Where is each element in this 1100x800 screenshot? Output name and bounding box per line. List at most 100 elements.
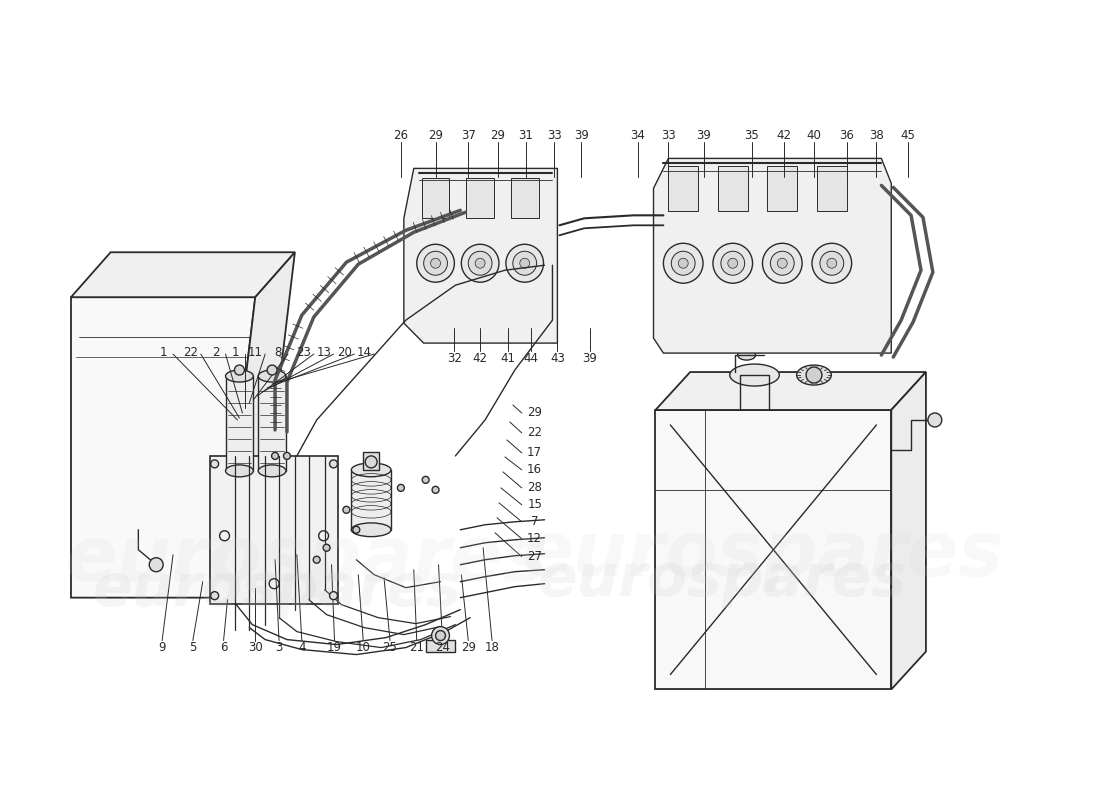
Text: 22: 22 xyxy=(184,346,198,358)
Text: eurospares: eurospares xyxy=(65,522,548,597)
Text: 37: 37 xyxy=(461,129,475,142)
Text: 32: 32 xyxy=(447,351,462,365)
Circle shape xyxy=(211,460,219,468)
Ellipse shape xyxy=(729,364,779,386)
Text: 1: 1 xyxy=(232,346,239,358)
Polygon shape xyxy=(220,252,295,598)
Ellipse shape xyxy=(820,251,844,275)
Ellipse shape xyxy=(663,243,703,283)
Text: 41: 41 xyxy=(500,351,516,365)
Text: 35: 35 xyxy=(745,129,759,142)
Text: 18: 18 xyxy=(485,641,499,654)
Circle shape xyxy=(211,592,219,600)
Text: 34: 34 xyxy=(630,129,645,142)
Text: 16: 16 xyxy=(527,463,542,476)
Bar xyxy=(421,178,450,218)
Ellipse shape xyxy=(762,243,802,283)
Text: eurospares: eurospares xyxy=(521,518,1004,592)
Text: 31: 31 xyxy=(518,129,534,142)
Text: 29: 29 xyxy=(491,129,506,142)
Circle shape xyxy=(806,367,822,383)
Circle shape xyxy=(314,556,320,563)
Bar xyxy=(718,166,748,211)
Circle shape xyxy=(284,453,290,459)
Text: 9: 9 xyxy=(158,641,166,654)
Ellipse shape xyxy=(461,244,499,282)
Circle shape xyxy=(422,476,429,483)
Circle shape xyxy=(928,413,942,427)
Ellipse shape xyxy=(679,258,689,268)
Text: 20: 20 xyxy=(337,346,352,358)
Polygon shape xyxy=(656,372,926,410)
Bar xyxy=(669,166,698,211)
Ellipse shape xyxy=(713,243,752,283)
Ellipse shape xyxy=(469,251,492,275)
Text: 8: 8 xyxy=(274,346,282,358)
Polygon shape xyxy=(72,297,255,598)
Bar xyxy=(258,376,286,471)
Text: 44: 44 xyxy=(524,351,538,365)
Text: 27: 27 xyxy=(527,550,542,563)
Ellipse shape xyxy=(520,258,530,268)
Ellipse shape xyxy=(475,258,485,268)
Text: 29: 29 xyxy=(428,129,443,142)
Circle shape xyxy=(365,456,377,468)
Text: 11: 11 xyxy=(248,346,263,358)
Bar xyxy=(226,376,253,471)
Text: 36: 36 xyxy=(839,129,854,142)
Text: 24: 24 xyxy=(434,641,450,654)
Circle shape xyxy=(431,626,450,645)
Text: 14: 14 xyxy=(356,346,372,358)
Text: 6: 6 xyxy=(220,641,228,654)
Text: 28: 28 xyxy=(527,482,542,494)
Bar xyxy=(363,452,379,470)
Text: 40: 40 xyxy=(806,129,822,142)
Circle shape xyxy=(432,486,439,494)
Polygon shape xyxy=(653,158,891,353)
Bar xyxy=(466,178,494,218)
Circle shape xyxy=(234,365,244,375)
Text: 3: 3 xyxy=(275,641,283,654)
Ellipse shape xyxy=(720,251,745,275)
Polygon shape xyxy=(656,410,891,690)
Text: 42: 42 xyxy=(777,129,792,142)
Text: 38: 38 xyxy=(869,129,883,142)
Text: 43: 43 xyxy=(550,351,564,365)
Text: 29: 29 xyxy=(461,641,475,654)
Text: 33: 33 xyxy=(547,129,562,142)
Text: 33: 33 xyxy=(661,129,675,142)
Bar xyxy=(426,639,455,651)
Text: 29: 29 xyxy=(527,406,542,419)
Text: 23: 23 xyxy=(296,346,311,358)
Text: 2: 2 xyxy=(212,346,219,358)
Ellipse shape xyxy=(258,465,286,477)
Circle shape xyxy=(343,506,350,514)
Text: eurospares: eurospares xyxy=(92,561,462,618)
Text: 39: 39 xyxy=(696,129,712,142)
Ellipse shape xyxy=(770,251,794,275)
Circle shape xyxy=(150,558,163,572)
Circle shape xyxy=(397,484,405,491)
Text: 7: 7 xyxy=(531,515,538,528)
Ellipse shape xyxy=(738,350,756,360)
Bar xyxy=(210,456,339,604)
Text: 42: 42 xyxy=(473,351,487,365)
Ellipse shape xyxy=(728,258,738,268)
Bar xyxy=(351,470,390,530)
Polygon shape xyxy=(891,372,926,690)
Ellipse shape xyxy=(424,251,448,275)
Ellipse shape xyxy=(796,365,832,385)
Bar xyxy=(768,166,798,211)
Circle shape xyxy=(323,544,330,551)
Circle shape xyxy=(353,526,360,534)
Polygon shape xyxy=(404,169,558,343)
Circle shape xyxy=(330,460,338,468)
Ellipse shape xyxy=(226,370,253,382)
Text: 30: 30 xyxy=(248,641,263,654)
Text: 45: 45 xyxy=(901,129,915,142)
Ellipse shape xyxy=(671,251,695,275)
Circle shape xyxy=(436,630,446,641)
Text: 12: 12 xyxy=(527,532,542,546)
Text: 22: 22 xyxy=(527,426,542,439)
Ellipse shape xyxy=(226,465,253,477)
